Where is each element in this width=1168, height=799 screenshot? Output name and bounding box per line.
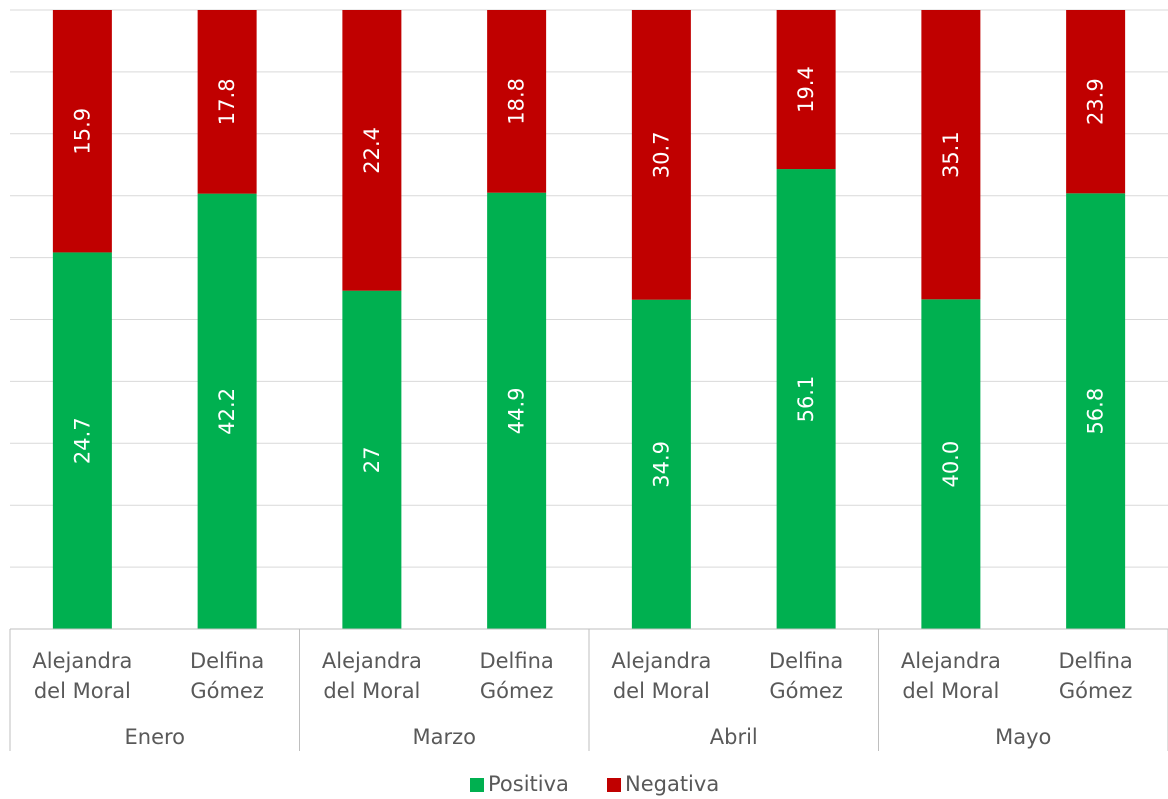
category-axis: Alejandra del Moral Delfina Gómez Alejandra d… xyxy=(9,628,1168,751)
bars xyxy=(52,10,1126,630)
gridlines xyxy=(10,9,1168,568)
bar-positiva xyxy=(52,252,112,629)
candidate-tick-label: del Moral xyxy=(323,679,420,703)
candidate-tick-label: Delfina xyxy=(479,649,553,673)
bar-positiva xyxy=(342,290,402,629)
candidate-tick-label: Gómez xyxy=(480,679,554,703)
candidate-tick-label: Delfina xyxy=(769,649,843,673)
month-tick-label: Mayo xyxy=(995,725,1051,749)
bar-negativa xyxy=(52,10,112,253)
candidate-tick-label: Gómez xyxy=(190,679,264,703)
data-label-positiva: 27 xyxy=(360,446,384,473)
candidate-tick-label: del Moral xyxy=(34,679,131,703)
data-label-negativa: 19.4 xyxy=(794,66,818,113)
bar-negativa xyxy=(1066,10,1126,194)
candidate-tick-label: Alejandra xyxy=(611,649,711,673)
candidate-tick-label: Gómez xyxy=(1059,679,1133,703)
bar-negativa xyxy=(487,10,547,193)
data-label-negativa: 30.7 xyxy=(649,131,673,178)
bar-positiva xyxy=(197,193,257,630)
data-label-negativa: 22.4 xyxy=(360,127,384,174)
data-label-positiva: 56.8 xyxy=(1084,388,1108,435)
bar-positiva xyxy=(1066,193,1126,629)
data-label-positiva: 44.9 xyxy=(505,387,529,434)
data-label-negativa: 35.1 xyxy=(939,131,963,178)
bar-negativa xyxy=(921,10,981,300)
bar-negativa xyxy=(197,10,257,194)
candidate-tick-label: Alejandra xyxy=(32,649,132,673)
legend: Positiva Negativa xyxy=(470,772,719,796)
legend-swatch-positiva xyxy=(470,778,484,792)
candidate-tick-label: del Moral xyxy=(613,679,710,703)
data-label-positiva: 40.0 xyxy=(939,441,963,488)
data-label-positiva: 42.2 xyxy=(215,388,239,435)
data-label-positiva: 24.7 xyxy=(70,417,94,464)
data-label-negativa: 18.8 xyxy=(505,78,529,125)
legend-swatch-negativa xyxy=(607,778,621,792)
legend-label-positiva: Positiva xyxy=(488,772,569,796)
bar-positiva xyxy=(776,169,836,629)
candidate-tick-label: Alejandra xyxy=(901,649,1001,673)
legend-label-negativa: Negativa xyxy=(625,772,719,796)
bar-negativa xyxy=(776,10,836,170)
bar-positiva xyxy=(921,299,981,629)
candidate-tick-label: Alejandra xyxy=(322,649,422,673)
month-tick-label: Enero xyxy=(124,725,185,749)
bar-negativa xyxy=(631,10,691,300)
bar-positiva xyxy=(487,192,547,629)
month-tick-label: Marzo xyxy=(413,725,477,749)
data-label-negativa: 23.9 xyxy=(1084,78,1108,125)
data-label-negativa: 15.9 xyxy=(70,108,94,155)
data-label-positiva: 34.9 xyxy=(649,441,673,488)
month-tick-label: Abril xyxy=(710,725,758,749)
bar-negativa xyxy=(342,10,402,291)
candidate-tick-label: Delfina xyxy=(190,649,264,673)
candidate-tick-label: del Moral xyxy=(902,679,999,703)
bar-positiva xyxy=(631,299,691,629)
candidate-tick-label: Delfina xyxy=(1058,649,1132,673)
candidate-tick-label: Gómez xyxy=(769,679,843,703)
data-label-negativa: 17.8 xyxy=(215,78,239,125)
value-labels: 24.7 15.9 42.2 17.8 27 22.4 44.9 18.8 34.9 30.7 56… xyxy=(70,66,1107,488)
data-label-positiva: 56.1 xyxy=(794,376,818,423)
